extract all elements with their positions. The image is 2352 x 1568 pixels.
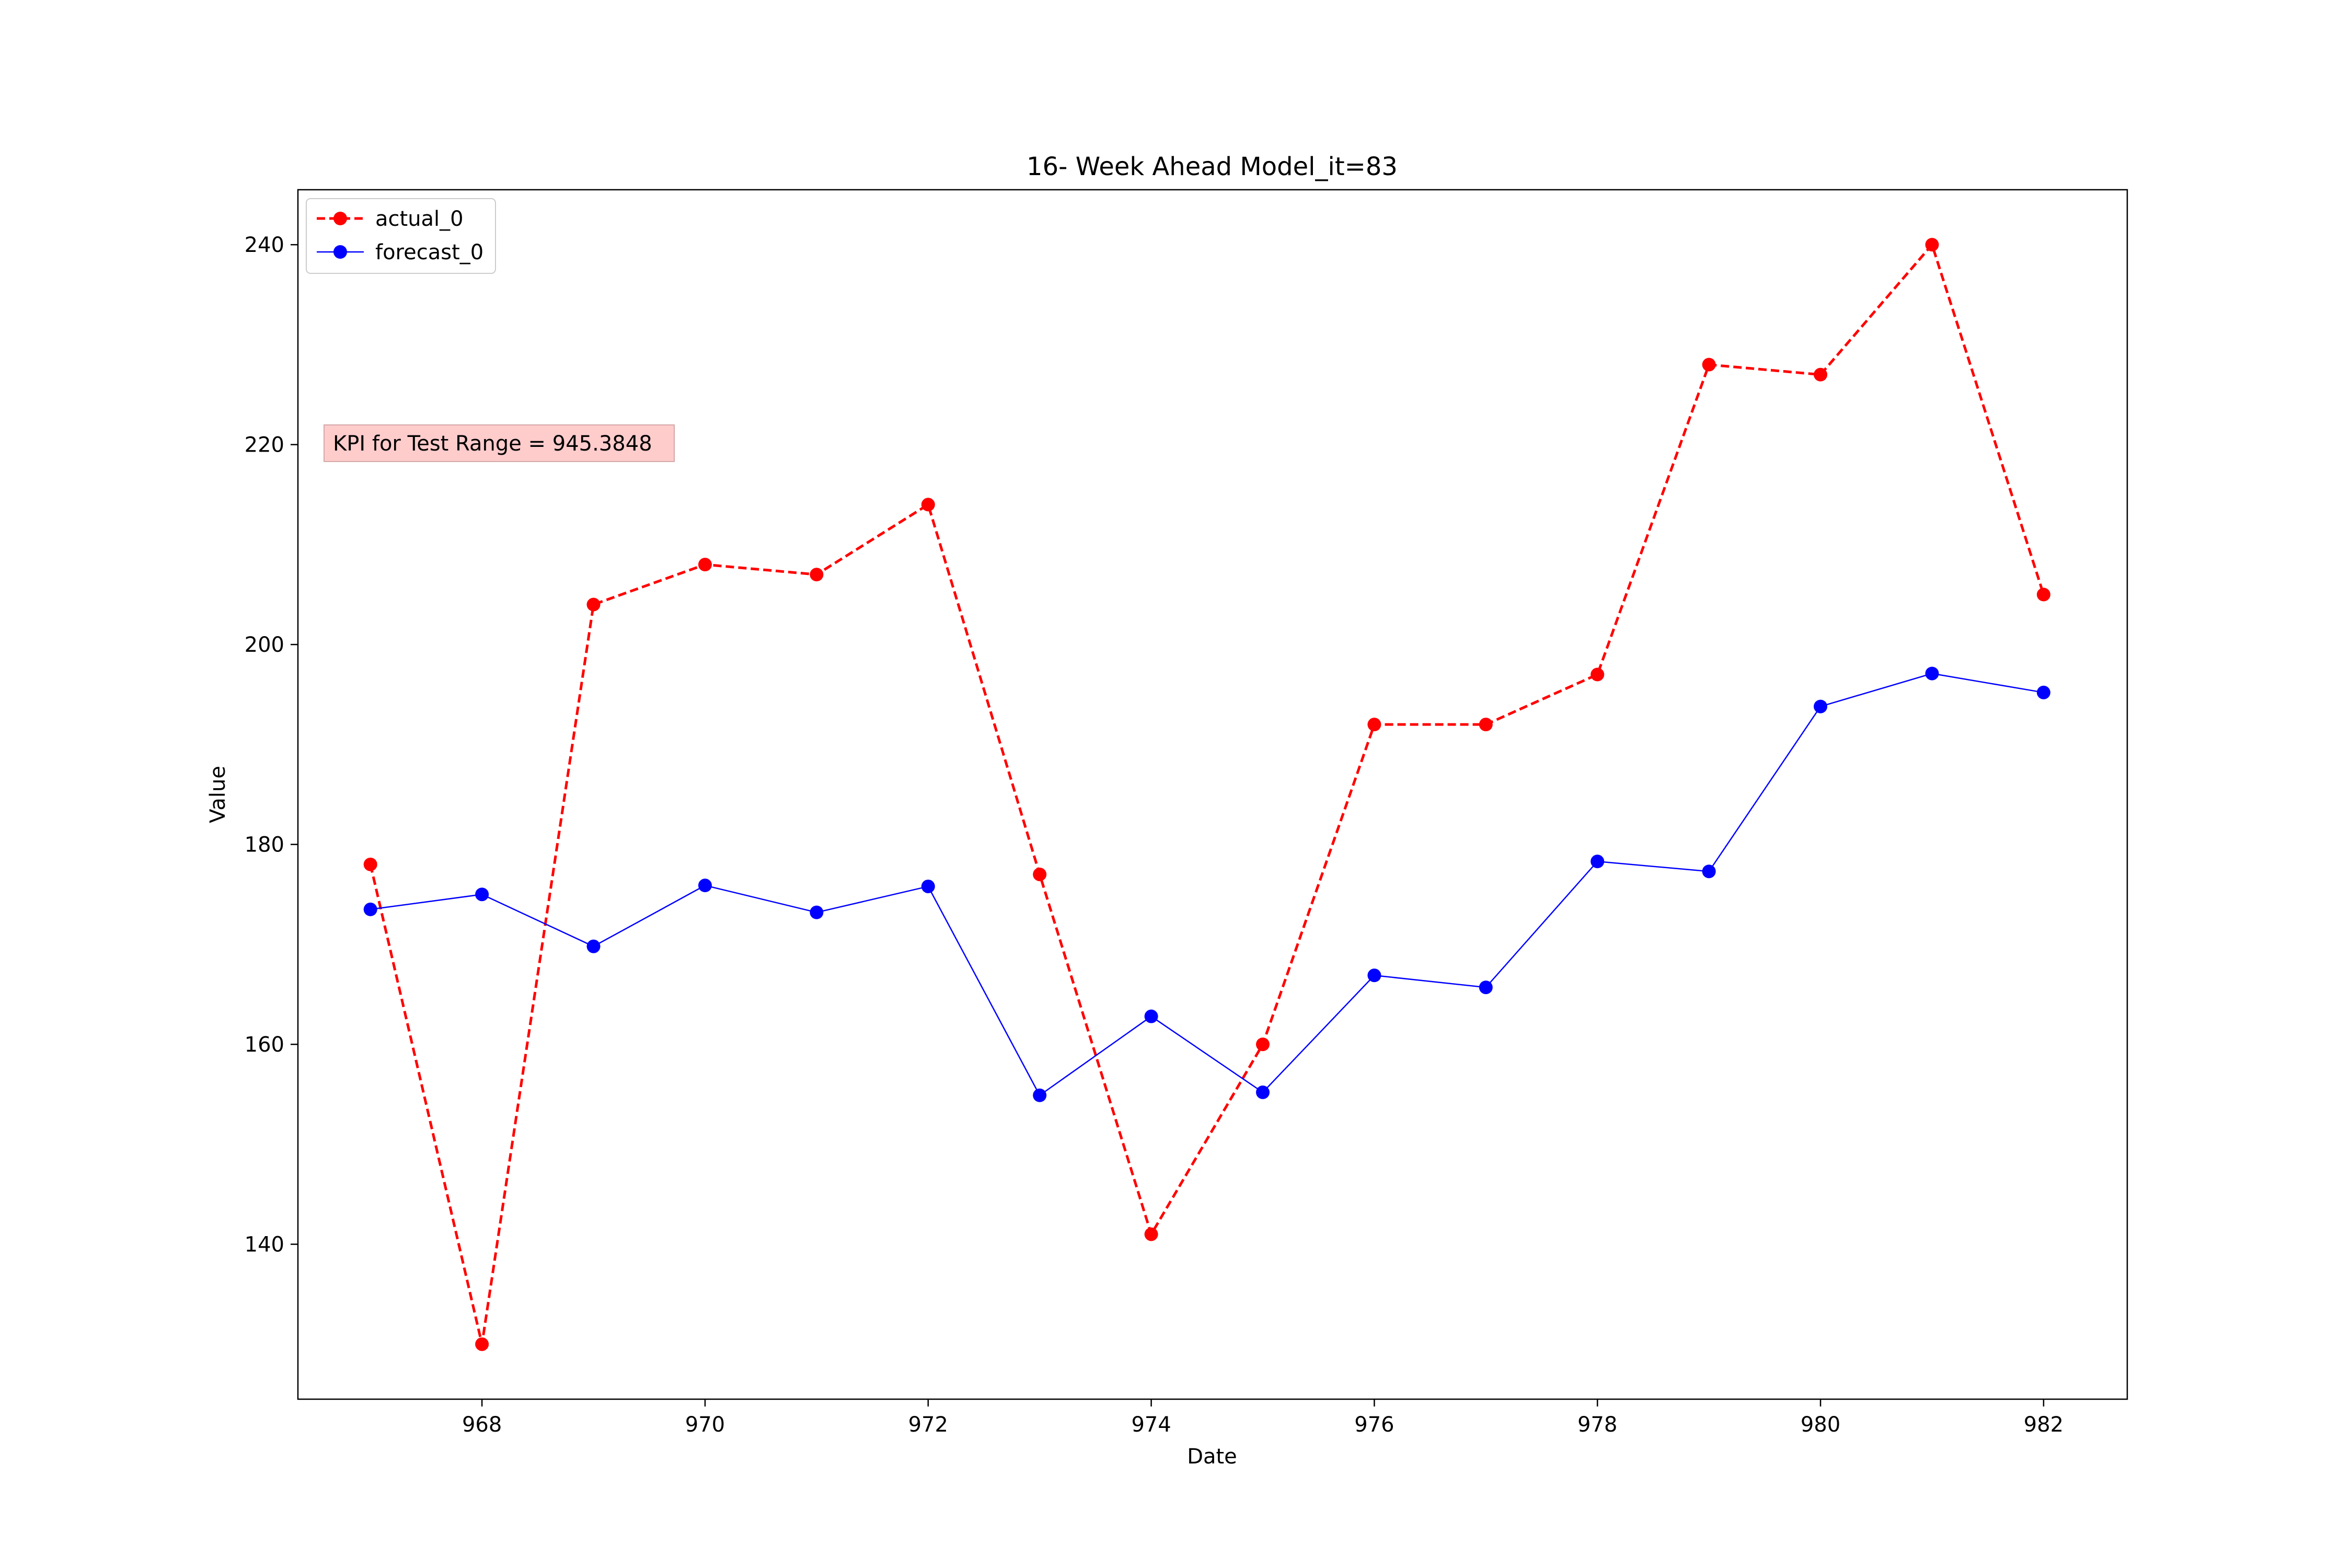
data-point-actual-0 — [1925, 238, 1939, 252]
data-point-actual-0 — [1367, 718, 1381, 732]
series-forecast-0 — [363, 666, 2050, 1102]
legend-label-actual: actual_0 — [375, 207, 464, 231]
data-point-actual-0 — [921, 498, 935, 512]
y-axis: 140 160 180 200 220 240 — [245, 233, 298, 1257]
data-point-actual-0 — [810, 568, 824, 582]
y-tick-label: 200 — [245, 633, 284, 657]
data-point-forecast-0 — [1367, 969, 1381, 983]
x-tick-label: 980 — [1801, 1413, 1840, 1437]
legend-box — [306, 198, 496, 274]
legend-item-forecast: forecast_0 — [317, 240, 483, 264]
legend: actual_0 forecast_0 — [306, 198, 496, 274]
data-point-actual-0 — [1814, 367, 1828, 382]
y-tick-label: 140 — [245, 1233, 284, 1257]
kpi-annotation: KPI for Test Range = 945.3848 — [324, 424, 675, 462]
kpi-annotation-box — [324, 424, 675, 462]
data-point-forecast-0 — [363, 902, 377, 916]
data-point-actual-0 — [1590, 667, 1605, 682]
y-axis-title: Value — [206, 766, 230, 823]
data-point-actual-0 — [698, 558, 712, 572]
data-point-forecast-0 — [810, 905, 824, 919]
data-point-actual-0 — [475, 1337, 489, 1351]
legend-label-forecast: forecast_0 — [375, 240, 483, 264]
x-tick-label: 978 — [1577, 1413, 1617, 1437]
data-point-actual-0 — [2036, 587, 2050, 602]
data-point-forecast-0 — [1814, 699, 1828, 713]
data-point-forecast-0 — [1479, 981, 1493, 995]
data-point-forecast-0 — [1702, 864, 1716, 879]
data-point-forecast-0 — [1033, 1088, 1047, 1102]
plot-frame — [297, 189, 2128, 1400]
series-line-actual-0 — [369, 243, 2045, 1346]
data-point-actual-0 — [1144, 1227, 1158, 1241]
data-point-forecast-0 — [698, 879, 712, 893]
data-point-forecast-0 — [1256, 1085, 1270, 1099]
data-point-forecast-0 — [586, 939, 601, 953]
legend-swatch-actual-marker — [333, 212, 347, 225]
data-point-forecast-0 — [1144, 1009, 1158, 1023]
x-tick-label: 982 — [2024, 1413, 2063, 1437]
y-tick-label: 240 — [245, 233, 284, 257]
data-point-forecast-0 — [921, 879, 935, 893]
data-point-actual-0 — [363, 857, 377, 871]
x-tick-label: 968 — [462, 1413, 502, 1437]
data-point-forecast-0 — [1590, 855, 1605, 869]
y-tick-label: 160 — [245, 1033, 284, 1057]
x-tick-label: 976 — [1354, 1413, 1394, 1437]
kpi-annotation-text: KPI for Test Range = 945.3848 — [333, 432, 652, 456]
legend-item-actual: actual_0 — [317, 207, 464, 231]
x-tick-label: 972 — [908, 1413, 948, 1437]
plot-area — [363, 238, 2050, 1351]
legend-swatch-forecast-marker — [333, 245, 347, 259]
y-tick-label: 220 — [245, 433, 284, 457]
data-point-forecast-0 — [2036, 685, 2050, 699]
data-point-actual-0 — [1702, 358, 1716, 372]
data-point-actual-0 — [1033, 867, 1047, 881]
data-point-actual-0 — [586, 597, 601, 612]
data-point-forecast-0 — [1925, 666, 1939, 681]
x-tick-label: 974 — [1131, 1413, 1171, 1437]
series-actual-0 — [363, 238, 2050, 1351]
y-tick-label: 180 — [245, 833, 284, 857]
data-point-forecast-0 — [475, 887, 489, 902]
data-point-actual-0 — [1256, 1037, 1270, 1052]
x-tick-label: 970 — [685, 1413, 725, 1437]
x-axis: 968 970 972 974 976 978 980 982 — [462, 1399, 2063, 1437]
data-point-actual-0 — [1479, 718, 1493, 732]
series-line-forecast-0 — [370, 673, 2044, 1096]
x-axis-title: Date — [1187, 1445, 1237, 1469]
chart-title: 16- Week Ahead Model_it=83 — [1027, 152, 1398, 181]
